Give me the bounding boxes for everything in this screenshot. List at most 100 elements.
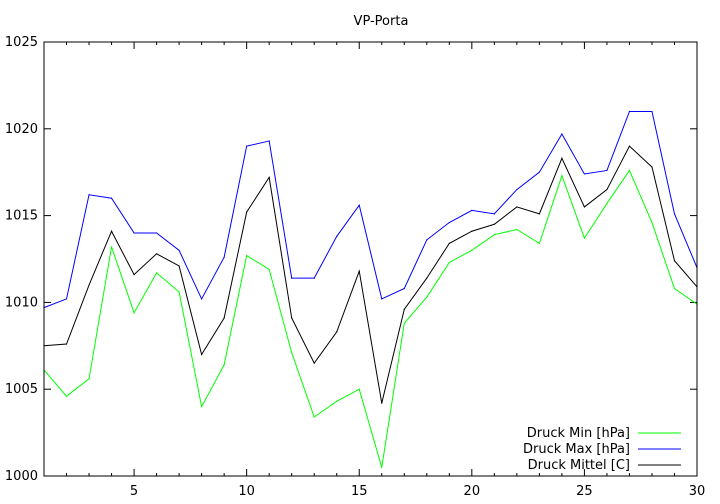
series-line xyxy=(43,110,698,309)
data-point xyxy=(606,202,608,205)
data-point xyxy=(628,169,631,172)
y-tick-label: 1010 xyxy=(5,295,38,310)
x-tick-label: 5 xyxy=(130,484,138,499)
data-point xyxy=(178,265,180,267)
data-point xyxy=(155,272,158,274)
data-point xyxy=(88,378,90,380)
data-point xyxy=(561,133,563,135)
data-point xyxy=(223,317,225,319)
data-point xyxy=(426,277,428,279)
data-point xyxy=(65,343,68,345)
data-point xyxy=(628,145,631,147)
data-point xyxy=(471,249,473,251)
data-point xyxy=(426,296,428,298)
data-point xyxy=(291,352,293,354)
data-point xyxy=(583,206,586,208)
data-point xyxy=(583,173,586,175)
data-point xyxy=(313,362,315,364)
data-point xyxy=(313,277,315,279)
x-tick-label: 25 xyxy=(576,484,593,499)
data-point xyxy=(336,331,338,333)
legend-label: Druck Mittel [C] xyxy=(528,458,630,473)
y-ticks: 1000 1005 1010 1015 1020 1025 xyxy=(5,35,697,484)
data-point xyxy=(493,213,495,215)
data-point xyxy=(651,166,653,168)
data-point xyxy=(110,246,113,248)
data-point xyxy=(65,298,68,300)
data-point xyxy=(313,416,315,418)
data-point xyxy=(403,287,405,290)
data-point xyxy=(516,206,518,208)
data-point xyxy=(561,157,563,159)
data-point xyxy=(538,242,540,244)
data-point xyxy=(403,322,405,324)
data-point xyxy=(358,270,360,272)
data-point xyxy=(178,291,180,293)
data-point xyxy=(381,466,383,468)
data-point xyxy=(448,221,450,224)
data-point xyxy=(155,232,158,234)
data-point xyxy=(336,235,338,238)
data-point xyxy=(651,221,653,224)
data-point xyxy=(583,237,586,239)
y-tick-label: 1005 xyxy=(5,382,38,397)
data-point xyxy=(291,277,293,279)
data-point xyxy=(448,242,450,244)
data-point xyxy=(673,213,676,215)
data-point xyxy=(381,402,383,404)
y-tick-label: 1015 xyxy=(5,209,38,224)
data-point xyxy=(201,405,203,408)
data-point xyxy=(223,256,225,258)
data-point xyxy=(133,232,135,234)
data-point xyxy=(133,274,135,276)
data-point xyxy=(291,317,293,319)
data-point xyxy=(448,261,450,264)
data-point xyxy=(246,145,248,147)
data-point xyxy=(65,395,68,397)
y-tick-label: 1020 xyxy=(5,122,38,137)
data-point xyxy=(268,176,270,179)
data-point xyxy=(606,169,608,172)
x-tick-label: 10 xyxy=(238,484,255,499)
data-point xyxy=(201,298,203,300)
data-point xyxy=(516,228,518,231)
data-point xyxy=(538,213,540,215)
data-point xyxy=(110,197,113,199)
data-point xyxy=(155,253,158,255)
data-point xyxy=(516,188,518,191)
data-point xyxy=(336,400,338,402)
data-point xyxy=(201,353,203,356)
data-point xyxy=(538,171,540,173)
data-point xyxy=(358,388,360,390)
series-line xyxy=(43,145,698,404)
legend-label: Druck Max [hPa] xyxy=(523,442,630,457)
chart-title: VP-Porta xyxy=(354,14,409,29)
data-point xyxy=(381,298,383,300)
data-point xyxy=(606,188,608,191)
data-point xyxy=(246,254,248,257)
data-point xyxy=(358,204,360,206)
y-tick-label: 1025 xyxy=(5,35,38,50)
data-point xyxy=(110,230,113,232)
data-point xyxy=(471,209,473,211)
data-point xyxy=(403,308,405,310)
data-point xyxy=(223,364,225,366)
series-lines xyxy=(43,110,698,468)
data-point xyxy=(673,287,676,290)
y-tick-label: 1000 xyxy=(5,469,38,484)
data-point xyxy=(88,284,90,286)
legend-label: Druck Min [hPa] xyxy=(527,426,630,441)
data-point xyxy=(268,140,270,142)
plot-frame xyxy=(43,41,698,477)
data-point xyxy=(493,223,495,225)
legend: Druck Min [hPa]Druck Max [hPa]Druck Mitt… xyxy=(523,426,681,473)
x-tick-label: 15 xyxy=(351,484,368,499)
x-tick-label: 30 xyxy=(689,484,706,499)
data-point xyxy=(673,260,676,262)
data-point xyxy=(246,211,248,213)
series-line xyxy=(43,169,698,468)
data-point xyxy=(651,110,653,113)
data-point xyxy=(426,239,428,241)
data-point xyxy=(628,110,631,113)
